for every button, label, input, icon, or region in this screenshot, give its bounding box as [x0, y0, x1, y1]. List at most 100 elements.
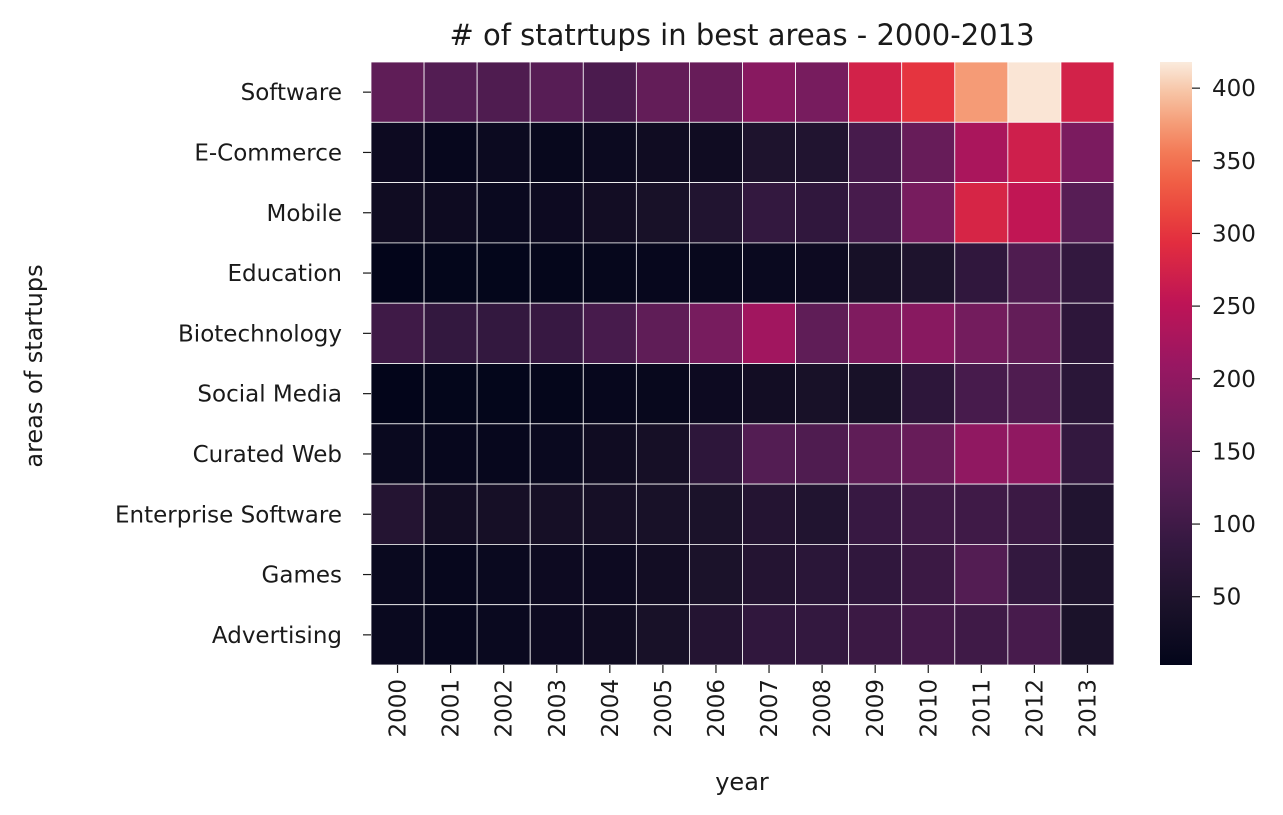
heatmap-cell [954, 544, 1009, 606]
heatmap-cell [848, 182, 903, 244]
heatmap-cell [635, 544, 690, 606]
heatmap-cell [582, 604, 637, 666]
heatmap-cell [901, 182, 956, 244]
heatmap-cell [795, 423, 850, 485]
heatmap-cell [423, 544, 478, 606]
heatmap-cell [689, 242, 743, 304]
heatmap-cell [689, 182, 743, 244]
heatmap-cell [795, 121, 850, 184]
heatmap-cell [476, 604, 531, 666]
heatmap-cell [901, 483, 956, 545]
heatmap-cell [582, 363, 637, 425]
heatmap-cell [795, 182, 850, 244]
heatmap-cell [370, 604, 425, 666]
x-tick-labels: 2000 2001 2002 2003 2004 2005 2006 2007 2008 2009… [386, 665, 1101, 738]
heatmap-cell [954, 182, 1009, 244]
heatmap-cell [1007, 544, 1062, 606]
heatmap-cell [635, 182, 690, 244]
heatmap-cell [529, 121, 584, 184]
heatmap-cell [742, 242, 796, 304]
heatmap-cell [689, 302, 743, 364]
heatmap-cell [529, 604, 584, 666]
heatmap-cell [742, 604, 796, 666]
heatmap-cell [476, 544, 531, 606]
heatmap-cell [848, 363, 903, 425]
colorbar-tick-label: 350 [1212, 149, 1256, 175]
heatmap-cell [1007, 604, 1062, 666]
y-axis-label: areas of startups [20, 264, 48, 467]
heatmap-cell [423, 61, 478, 123]
heatmap-cell [582, 182, 637, 244]
heatmap-cell [423, 423, 478, 485]
heatmap-cell [423, 302, 478, 364]
heatmap-cell [954, 121, 1009, 184]
heatmap-cell [848, 544, 903, 606]
heatmap-cell [848, 302, 903, 364]
heatmap-cell [1060, 182, 1115, 244]
heatmap-cell [954, 604, 1009, 666]
colorbar-gradient [1160, 62, 1192, 665]
heatmap-cell [795, 363, 850, 425]
colorbar-tick-label: 300 [1212, 221, 1256, 247]
colorbar-tick-label: 100 [1212, 512, 1256, 538]
heatmap-cell [1060, 483, 1115, 545]
heatmap-cell [1060, 121, 1115, 184]
heatmap-cell [901, 604, 956, 666]
y-tick-label: Mobile [267, 201, 342, 227]
heatmap-cell [635, 121, 690, 184]
x-tick-label: 2002 [492, 679, 518, 738]
heatmap-cell [848, 61, 903, 123]
x-tick-label: 2013 [1075, 679, 1101, 738]
heatmap-cell [901, 423, 956, 485]
heatmap-cell [689, 61, 743, 123]
heatmap-cell [476, 182, 531, 244]
heatmap-cell [901, 302, 956, 364]
heatmap-cell [529, 423, 584, 485]
heatmap-cell [423, 604, 478, 666]
colorbar-tick-label: 50 [1212, 585, 1241, 611]
heatmap-cell [954, 483, 1009, 545]
heatmap-cell [476, 61, 531, 123]
heatmap-cell [476, 242, 531, 304]
colorbar-tick-label: 250 [1212, 294, 1256, 320]
heatmap-cell [689, 483, 743, 545]
x-axis-label: year [715, 768, 769, 796]
heatmap-cell [954, 302, 1009, 364]
heatmap-cell [1007, 423, 1062, 485]
heatmap-cell [423, 363, 478, 425]
heatmap-cell [529, 302, 584, 364]
heatmap-cell [476, 302, 531, 364]
heatmap-cell [954, 61, 1009, 123]
heatmap-cell [529, 61, 584, 123]
x-tick-label: 2003 [545, 679, 571, 738]
y-tick-label: Software [241, 80, 342, 106]
y-tick-label: Biotechnology [178, 321, 342, 347]
heatmap-cell [476, 483, 531, 545]
x-tick-label: 2007 [757, 679, 783, 738]
heatmap-cell [1060, 242, 1115, 304]
heatmap-cell [1060, 302, 1115, 364]
heatmap-cells [370, 61, 1115, 666]
y-tick-label: Social Media [197, 382, 342, 408]
x-tick-label: 2000 [386, 679, 412, 738]
heatmap-cell [742, 423, 796, 485]
heatmap-cell [1060, 363, 1115, 425]
heatmap-cell [742, 302, 796, 364]
x-tick-label: 2011 [969, 679, 995, 738]
heatmap-cell [689, 363, 743, 425]
heatmap-cell [635, 423, 690, 485]
heatmap-cell [1060, 604, 1115, 666]
heatmap-cell [423, 121, 478, 184]
heatmap-cell [370, 302, 425, 364]
heatmap-cell [1007, 61, 1062, 123]
heatmap-cell [689, 544, 743, 606]
y-tick-label: E-Commerce [194, 140, 342, 166]
heatmap-cell [795, 302, 850, 364]
heatmap-cell [901, 363, 956, 425]
x-tick-label: 2001 [439, 679, 465, 738]
heatmap-cell [423, 182, 478, 244]
y-tick-label: Enterprise Software [115, 502, 342, 528]
heatmap-cell [742, 363, 796, 425]
heatmap-cell [954, 423, 1009, 485]
heatmap-cell [1007, 182, 1062, 244]
